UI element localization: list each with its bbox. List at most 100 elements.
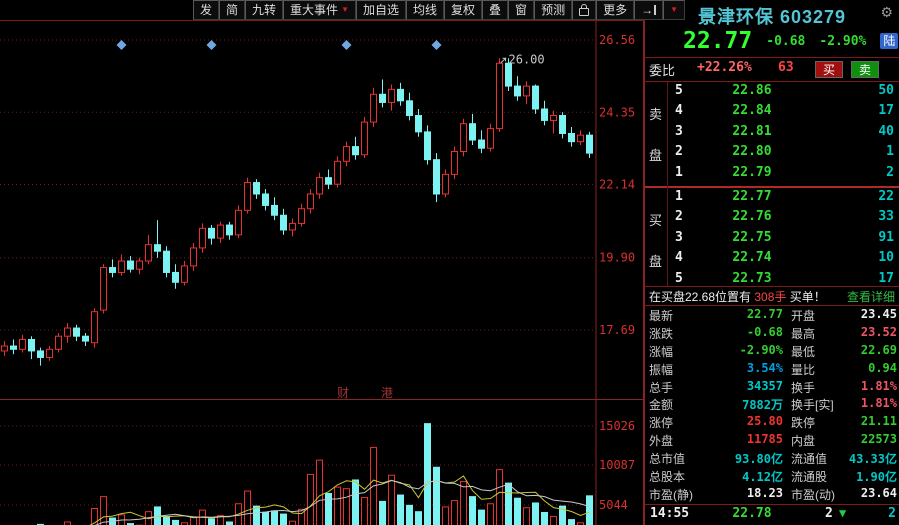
big-order-alert: 在买盘22.68位置有 308手 买单！ 查看详细 <box>645 288 899 304</box>
sell-row-5[interactable]: 5 22.86 50 <box>645 83 899 103</box>
candle-body <box>37 350 44 358</box>
volume-bar <box>442 506 449 525</box>
menu-item-6[interactable]: 复权 <box>444 0 483 20</box>
candle-body <box>100 267 107 311</box>
buy-row-1[interactable]: 1 22.77 22 <box>645 189 899 209</box>
stat-label: 市盈(静) <box>649 487 693 502</box>
stat-label: 量比 <box>791 362 816 377</box>
buy-row-4[interactable]: 4 22.74 10 <box>645 250 899 270</box>
volume-bar <box>325 492 332 525</box>
volume-bar <box>253 505 260 525</box>
price: 22.75 <box>732 229 772 245</box>
stat-value: 11785 <box>746 432 783 447</box>
menu-item-5[interactable]: 均线 <box>406 0 445 20</box>
pane-tab-财[interactable]: 财 <box>337 386 349 400</box>
volume-bar <box>280 513 287 525</box>
sell-row-2[interactable]: 2 22.80 1 <box>645 144 899 164</box>
price-change: -0.68 <box>766 33 806 49</box>
quote-panel: 景津环保 603279 ⚙ 22.77 -0.68 -2.90% 陆 委比 +2… <box>643 0 899 525</box>
candle-body <box>541 108 548 121</box>
candle-body <box>469 123 476 141</box>
view-details-link[interactable]: 查看详细 <box>846 290 895 304</box>
candle-body <box>352 146 359 156</box>
stat-value: 1.81% <box>860 396 897 411</box>
menu-item-3[interactable]: 重大事件 ▼ <box>283 0 356 20</box>
buy-row-3[interactable]: 3 22.75 91 <box>645 230 899 250</box>
sell-row-3[interactable]: 3 22.81 40 <box>645 124 899 144</box>
volume-ma5-line <box>89 475 590 525</box>
menu-item-1[interactable]: 简 <box>219 0 246 20</box>
divider <box>645 305 899 306</box>
volume-bar <box>289 520 296 525</box>
volume-bar <box>298 508 305 525</box>
candle-body <box>145 244 152 262</box>
volume-bar <box>244 490 251 525</box>
menu-caret-down-icon[interactable]: ▼ <box>663 0 686 20</box>
menu-item-11[interactable]: 更多 <box>596 0 635 20</box>
stat-row: 涨幅 -2.90% 最低 22.69 <box>645 343 899 361</box>
next-tab-icon[interactable]: → <box>634 0 664 20</box>
candle-body <box>91 311 98 344</box>
volume-bar <box>100 496 107 525</box>
candle-body <box>64 327 71 337</box>
price: 22.76 <box>732 209 772 225</box>
menu-item-label: 更多 <box>603 3 628 17</box>
volume-bar <box>307 473 314 525</box>
sell-button[interactable]: 卖 <box>851 61 879 78</box>
lock-icon[interactable] <box>572 0 597 20</box>
volume-bar <box>415 511 422 525</box>
menu-item-7[interactable]: 叠 <box>482 0 509 20</box>
menu-item-9[interactable]: 预测 <box>534 0 573 20</box>
price: 22.74 <box>732 250 772 266</box>
menu-item-label: 重大事件 <box>290 3 339 17</box>
tick-right-value: 2 <box>888 506 896 521</box>
buy-row-5[interactable]: 5 22.73 17 <box>645 271 899 291</box>
candle-body <box>208 227 215 239</box>
alert-highlight: 308手 <box>754 290 787 304</box>
tick-row: 14:55 22.78 2 ▼ 2 <box>645 506 899 525</box>
stat-label: 内盘 <box>791 434 816 449</box>
candle-body <box>109 267 116 273</box>
candle-body <box>334 160 341 185</box>
candle-body <box>181 265 188 283</box>
candle-body <box>424 131 431 161</box>
candle-body <box>199 227 206 249</box>
stat-label: 最新 <box>649 309 674 323</box>
menu-item-label: 均线 <box>413 3 438 17</box>
alert-prefix: 在买盘22.68位置有 <box>649 290 755 304</box>
menu-item-2[interactable]: 九转 <box>245 0 284 20</box>
stat-value: 21.11 <box>860 414 897 429</box>
stat-label: 流通值 <box>791 452 828 467</box>
volume-bar <box>523 507 530 525</box>
stat-label: 涨停 <box>649 416 674 431</box>
candle-body <box>460 123 467 152</box>
buy-row-2[interactable]: 2 22.76 33 <box>645 209 899 229</box>
sell-row-1[interactable]: 1 22.79 2 <box>645 165 899 185</box>
signal-diamond-icon <box>341 40 352 50</box>
divider <box>645 504 899 505</box>
level: 1 <box>675 164 683 180</box>
stat-row: 最新 22.77 开盘 23.45 <box>645 307 899 325</box>
sell-row-4[interactable]: 4 22.84 17 <box>645 103 899 123</box>
pane-tab-港[interactable]: 港 <box>381 386 393 400</box>
stat-value: 23.64 <box>860 485 897 500</box>
gear-icon[interactable]: ⚙ <box>880 4 893 20</box>
stat-label: 振幅 <box>649 362 674 377</box>
stat-value: 0.94 <box>868 360 897 375</box>
candle-body <box>487 128 494 149</box>
candle-body <box>271 204 278 216</box>
menu-item-4[interactable]: 加自选 <box>355 0 406 20</box>
menu-item-label: 简 <box>226 3 239 17</box>
menu-item-label: 预测 <box>541 3 566 17</box>
volume-bar <box>433 466 440 525</box>
quote-row: 22.77 -0.68 -2.90% 陆 <box>645 27 899 55</box>
volume-bar <box>478 509 485 525</box>
buy-button[interactable]: 买 <box>815 61 843 78</box>
kline-chart[interactable]: 26.56 24.35 22.14 19.90 17.69 15026 10087 5044 财… <box>0 0 645 525</box>
candle-body <box>262 193 269 206</box>
menu-item-8[interactable]: 窗 <box>508 0 535 20</box>
stat-row: 振幅 3.54% 量比 0.94 <box>645 361 899 379</box>
price: 22.80 <box>732 144 772 160</box>
menu-item-0[interactable]: 发 <box>193 0 220 20</box>
volume: 22 <box>878 189 894 204</box>
